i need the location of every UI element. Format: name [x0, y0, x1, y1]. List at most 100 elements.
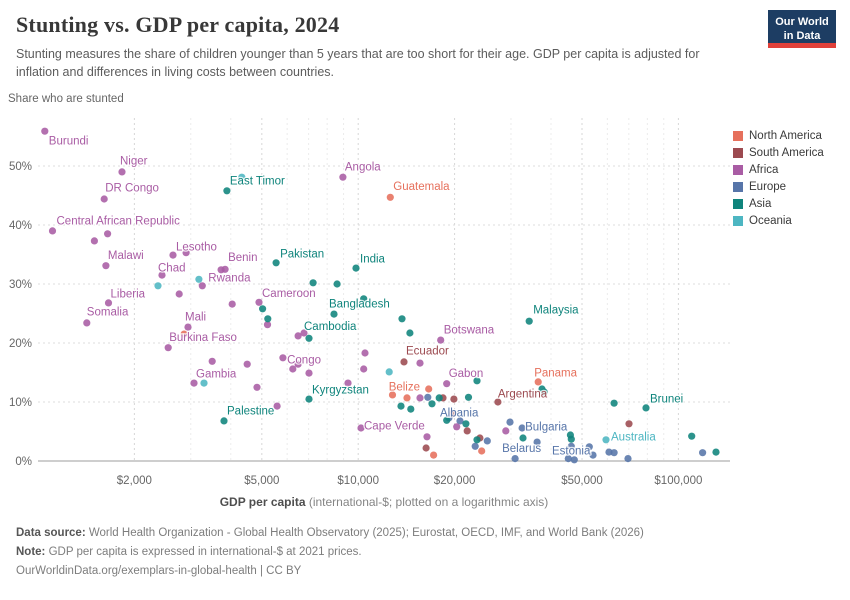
data-point[interactable]	[407, 405, 415, 413]
data-point[interactable]	[154, 282, 162, 290]
data-point-malawi[interactable]	[102, 262, 110, 270]
data-point[interactable]	[610, 449, 618, 457]
data-point[interactable]	[502, 427, 510, 435]
data-point[interactable]	[463, 427, 471, 435]
data-point[interactable]	[564, 455, 572, 463]
data-point[interactable]	[585, 443, 593, 451]
data-point[interactable]	[238, 173, 246, 181]
data-point-albania[interactable]	[456, 417, 464, 425]
data-point-liberia[interactable]	[104, 299, 113, 307]
data-point[interactable]	[264, 315, 272, 323]
data-point[interactable]	[478, 447, 486, 455]
data-point[interactable]	[217, 266, 225, 274]
data-point[interactable]	[243, 360, 251, 368]
data-point[interactable]	[688, 432, 696, 440]
data-point[interactable]	[344, 379, 352, 387]
data-point[interactable]	[416, 394, 424, 402]
data-point[interactable]	[385, 368, 393, 376]
legend-item-oceania[interactable]: Oceania	[733, 212, 824, 229]
data-point-cape-verde[interactable]	[357, 424, 365, 432]
data-point[interactable]	[712, 448, 720, 456]
data-point-niger[interactable]	[118, 168, 126, 176]
data-point-chad[interactable]	[158, 271, 166, 279]
data-point[interactable]	[360, 365, 368, 373]
data-point[interactable]	[471, 442, 479, 450]
data-point[interactable]	[361, 349, 369, 357]
data-point[interactable]	[567, 442, 575, 450]
data-point[interactable]	[104, 230, 112, 238]
data-point-congo[interactable]	[294, 360, 302, 368]
data-point[interactable]	[699, 449, 707, 457]
data-point-india[interactable]	[352, 264, 360, 272]
legend-item-asia[interactable]: Asia	[733, 195, 824, 212]
data-point[interactable]	[428, 400, 436, 408]
data-point-estonia[interactable]	[589, 451, 597, 459]
data-point[interactable]	[208, 357, 216, 365]
data-point[interactable]	[464, 393, 473, 401]
data-point-gabon[interactable]	[443, 380, 451, 388]
data-point[interactable]	[422, 444, 430, 452]
data-point[interactable]	[397, 402, 405, 410]
data-point-east-timor[interactable]	[223, 187, 231, 195]
data-point[interactable]	[300, 329, 308, 337]
data-point[interactable]	[435, 394, 443, 402]
data-point-australia[interactable]	[602, 436, 610, 444]
data-point-rwanda[interactable]	[198, 282, 206, 290]
data-point[interactable]	[182, 249, 190, 257]
legend-item-south-america[interactable]: South America	[733, 144, 824, 161]
data-point-dr-congo[interactable]	[100, 195, 108, 203]
data-point-mali[interactable]	[184, 323, 192, 331]
data-point[interactable]	[403, 394, 411, 402]
data-point-kyrgyzstan[interactable]	[305, 395, 313, 403]
data-point[interactable]	[180, 330, 188, 338]
data-point-angola[interactable]	[339, 173, 347, 181]
legend-item-north-america[interactable]: North America	[733, 127, 824, 144]
data-point-cameroon[interactable]	[255, 298, 263, 306]
data-point-gambia[interactable]	[190, 379, 198, 387]
data-point-guatemala[interactable]	[386, 193, 394, 201]
data-point[interactable]	[506, 418, 514, 426]
data-point[interactable]	[175, 290, 183, 298]
data-point-bulgaria[interactable]	[518, 424, 526, 432]
legend-item-europe[interactable]: Europe	[733, 178, 824, 195]
data-point[interactable]	[263, 321, 272, 329]
data-point[interactable]	[289, 365, 297, 373]
data-point[interactable]	[253, 383, 261, 391]
data-point[interactable]	[483, 437, 491, 445]
data-point-brunei[interactable]	[642, 404, 650, 412]
data-point[interactable]	[273, 402, 281, 410]
data-point[interactable]	[462, 420, 470, 428]
data-point-palestine[interactable]	[220, 417, 228, 425]
data-point-botswana[interactable]	[437, 336, 445, 344]
data-point[interactable]	[423, 433, 431, 441]
data-point[interactable]	[294, 332, 302, 340]
citation-link[interactable]: OurWorldinData.org/exemplars-in-global-h…	[16, 565, 302, 577]
data-point[interactable]	[473, 377, 481, 385]
data-point[interactable]	[398, 315, 406, 323]
data-point[interactable]	[333, 280, 341, 288]
data-point[interactable]	[416, 359, 424, 367]
data-point[interactable]	[610, 399, 618, 407]
data-point[interactable]	[430, 451, 438, 459]
data-point[interactable]	[200, 379, 208, 387]
data-point[interactable]	[309, 279, 317, 287]
data-point[interactable]	[567, 435, 575, 443]
data-point[interactable]	[443, 416, 451, 424]
data-point[interactable]	[228, 300, 236, 308]
data-point[interactable]	[424, 393, 432, 401]
data-point[interactable]	[259, 305, 267, 313]
data-point[interactable]	[279, 354, 287, 362]
data-point-burundi[interactable]	[41, 127, 49, 135]
data-point-belarus[interactable]	[511, 455, 519, 463]
data-point[interactable]	[519, 434, 527, 442]
data-point-belize[interactable]	[425, 385, 433, 393]
data-point-burkina-faso[interactable]	[164, 344, 172, 352]
data-point-bangladesh[interactable]	[330, 310, 338, 318]
data-point-central-african-republic[interactable]	[48, 227, 57, 235]
data-point-pakistan[interactable]	[272, 259, 280, 267]
data-point[interactable]	[406, 329, 414, 337]
data-point[interactable]	[450, 395, 458, 403]
data-point-somalia[interactable]	[83, 319, 91, 327]
data-point[interactable]	[360, 295, 368, 303]
data-point[interactable]	[625, 420, 633, 428]
